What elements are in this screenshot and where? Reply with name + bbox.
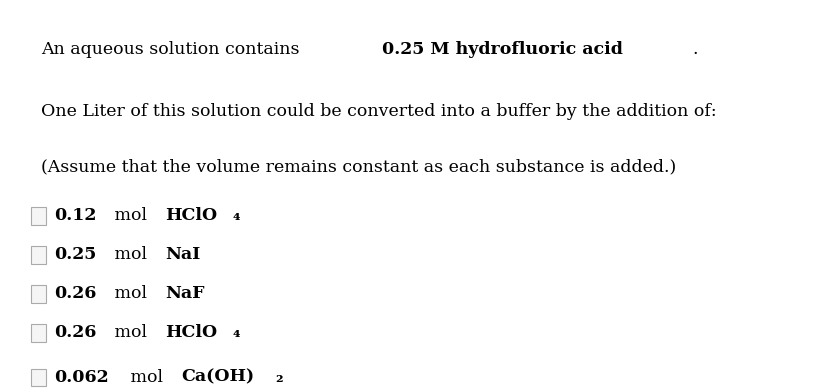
Text: HClO: HClO bbox=[165, 324, 218, 342]
FancyBboxPatch shape bbox=[31, 285, 46, 303]
Text: ₄: ₄ bbox=[232, 324, 240, 342]
Text: mol: mol bbox=[109, 324, 152, 342]
Text: ₄: ₄ bbox=[232, 207, 240, 225]
FancyBboxPatch shape bbox=[31, 207, 46, 225]
Text: One Liter of this solution could be converted into a buffer by the addition of:: One Liter of this solution could be conv… bbox=[41, 103, 717, 121]
Text: 0.25 M hydrofluoric acid: 0.25 M hydrofluoric acid bbox=[382, 41, 623, 58]
Text: NaI: NaI bbox=[165, 246, 200, 264]
Text: .: . bbox=[693, 41, 698, 58]
Text: 0.26: 0.26 bbox=[54, 324, 96, 342]
Text: Ca(OH): Ca(OH) bbox=[181, 369, 254, 386]
Text: 0.25: 0.25 bbox=[54, 246, 96, 264]
Text: mol: mol bbox=[109, 246, 152, 264]
Text: NaF: NaF bbox=[165, 285, 204, 303]
FancyBboxPatch shape bbox=[31, 246, 46, 264]
Text: 0.26: 0.26 bbox=[54, 285, 96, 303]
Text: mol: mol bbox=[109, 285, 152, 303]
Text: (Assume that the volume remains constant as each substance is added.): (Assume that the volume remains constant… bbox=[41, 158, 677, 175]
Text: HClO: HClO bbox=[165, 207, 218, 225]
FancyBboxPatch shape bbox=[31, 324, 46, 342]
Text: ₂: ₂ bbox=[275, 369, 283, 386]
Text: 0.12: 0.12 bbox=[54, 207, 96, 225]
Text: 0.062: 0.062 bbox=[54, 369, 109, 386]
Text: An aqueous solution contains: An aqueous solution contains bbox=[41, 41, 305, 58]
Text: mol: mol bbox=[109, 207, 152, 225]
FancyBboxPatch shape bbox=[31, 369, 46, 386]
Text: mol: mol bbox=[125, 369, 168, 386]
